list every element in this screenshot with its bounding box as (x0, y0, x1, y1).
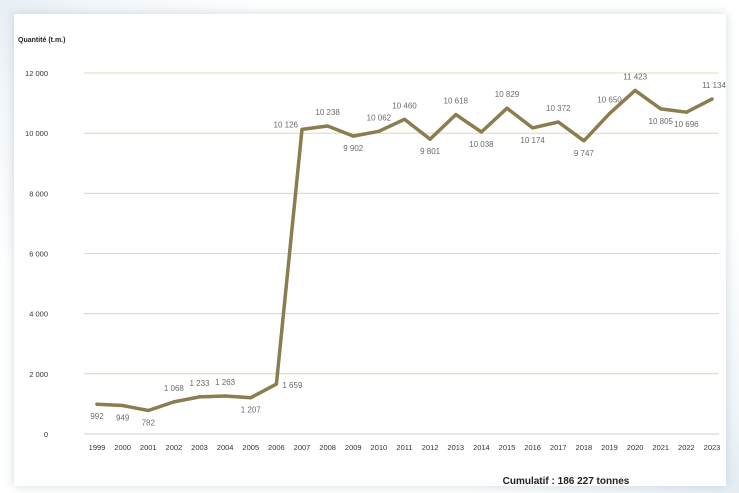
x-tick-label: 2014 (473, 443, 490, 452)
data-point (300, 127, 304, 131)
data-label: 10 460 (392, 101, 417, 110)
data-label: 10 174 (520, 136, 545, 145)
x-tick-label: 2005 (242, 443, 259, 452)
data-point (274, 382, 278, 386)
x-tick-label: 2008 (319, 443, 336, 452)
x-tick-label: 2006 (268, 443, 285, 452)
data-label: 782 (142, 418, 156, 427)
data-point (95, 402, 99, 406)
data-point (582, 139, 586, 143)
x-tick-label: 2002 (166, 443, 183, 452)
x-tick-label: 2003 (191, 443, 208, 452)
x-tick-label: 2000 (114, 443, 131, 452)
x-tick-label: 2018 (576, 443, 593, 452)
data-label: 10 618 (444, 97, 469, 106)
y-tick-label: 6 000 (29, 250, 48, 259)
data-point (326, 124, 330, 128)
data-label: 9 902 (343, 144, 364, 153)
data-label: 10 126 (274, 120, 299, 129)
data-label: 1 263 (215, 378, 236, 387)
y-tick-label: 10 000 (25, 129, 48, 138)
data-label: 10 829 (495, 90, 520, 99)
data-label: 949 (116, 413, 130, 422)
data-point (531, 126, 535, 130)
data-label: 1 233 (189, 379, 210, 388)
x-tick-label: 2004 (217, 443, 234, 452)
y-tick-labels: 0 2 000 4 000 6 000 8 000 10 000 12 000 (25, 69, 48, 439)
data-point (146, 408, 150, 413)
gridlines (84, 72, 719, 435)
data-label: 10 038 (469, 140, 494, 149)
data-label: 10 805 (649, 117, 674, 126)
x-tick-label: 2007 (294, 443, 311, 452)
data-point (684, 110, 688, 114)
x-tick-label: 2019 (601, 443, 618, 452)
data-point (223, 394, 227, 398)
data-point (454, 112, 458, 117)
data-point (249, 396, 253, 400)
data-point (479, 130, 483, 134)
x-tick-label: 2022 (678, 443, 695, 452)
data-label: 9 801 (420, 147, 441, 156)
x-tick-label: 2021 (652, 443, 669, 452)
data-point (505, 106, 509, 110)
x-tick-label: 2023 (704, 443, 721, 452)
data-point (197, 395, 202, 399)
x-tick-label: 2017 (550, 443, 567, 452)
series-line (95, 88, 714, 413)
data-labels: 992 949 782 1 068 1 233 1 263 1 207 1 659 10 126… (90, 72, 726, 427)
data-point (402, 117, 407, 121)
y-axis-title: Quantité (t.m.) (18, 37, 65, 44)
y-tick-label: 2 000 (29, 370, 48, 379)
cumulative-note: Cumulatif : 186 227 tonnes (503, 476, 630, 487)
x-tick-labels: 1999 2000 2001 2002 2003 2004 2005 2006 2007 2008… (89, 443, 721, 452)
data-label: 11 134 (702, 81, 726, 90)
data-label: 1 068 (164, 384, 185, 393)
data-point (659, 107, 663, 111)
data-label: 1 659 (282, 381, 303, 390)
data-point (377, 129, 381, 133)
x-tick-label: 2016 (524, 443, 541, 452)
data-label: 10 238 (315, 108, 340, 117)
data-label: 10 372 (546, 104, 571, 113)
data-label: 9 747 (574, 149, 595, 158)
y-tick-label: 8 000 (29, 189, 48, 198)
data-point (710, 97, 714, 101)
x-tick-label: 2020 (627, 443, 644, 452)
data-point (172, 400, 176, 404)
y-tick-label: 12 000 (25, 69, 48, 78)
data-label: 10 062 (367, 113, 392, 122)
data-label: 992 (90, 412, 104, 421)
x-tick-label: 2001 (140, 443, 157, 452)
data-point (556, 120, 560, 124)
x-tick-label: 2009 (345, 443, 362, 452)
data-point (121, 403, 125, 408)
y-tick-label: 4 000 (29, 310, 48, 319)
x-tick-label: 2010 (371, 443, 388, 452)
data-label: 10 696 (674, 120, 699, 129)
data-point (351, 134, 355, 138)
data-point (607, 112, 612, 116)
data-label: 1 207 (241, 406, 262, 415)
x-tick-label: 1999 (89, 443, 106, 452)
x-tick-label: 2012 (422, 443, 439, 452)
y-tick-label: 0 (44, 430, 48, 439)
x-tick-label: 2011 (396, 443, 412, 452)
data-label: 11 423 (623, 72, 647, 81)
series-layer (95, 88, 714, 413)
data-label: 10 650 (597, 96, 622, 105)
x-tick-label: 2013 (447, 443, 464, 452)
data-point (633, 88, 637, 92)
data-point (428, 137, 432, 141)
x-tick-label: 2015 (499, 443, 516, 452)
